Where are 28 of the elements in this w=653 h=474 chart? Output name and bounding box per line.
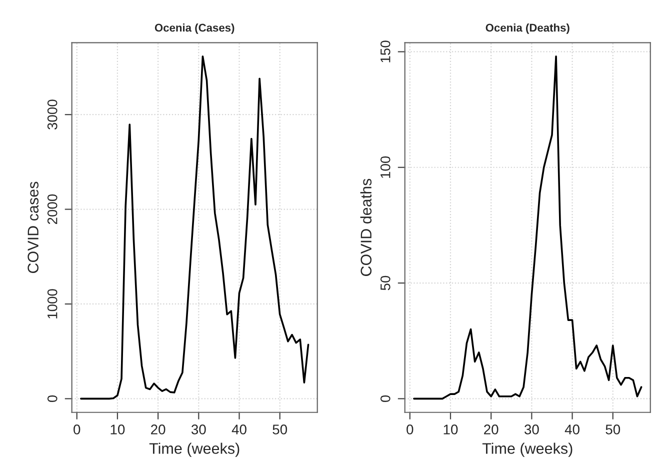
x-tick-label: 10: [110, 424, 125, 434]
line-series: [413, 55, 642, 400]
y-axis-title: COVID deaths: [360, 178, 372, 276]
y-tick-label: 1000: [47, 289, 58, 318]
y-axis-title: COVID cases: [28, 182, 38, 274]
y-tick-label: 50: [380, 276, 390, 290]
x-tick-label: 40: [564, 424, 580, 434]
x-tick-label: 20: [484, 424, 498, 434]
y-tick-label: 0: [47, 395, 58, 402]
x-tick-label: 20: [151, 424, 166, 434]
x-tick-label: 0: [406, 424, 414, 434]
y-tick-label: 0: [380, 395, 390, 402]
x-tick-label: 30: [524, 424, 539, 434]
x-tick-label: 50: [606, 424, 620, 434]
x-axis-title: Time (weeks): [482, 442, 572, 457]
x-tick-label: 10: [444, 424, 458, 434]
x-tick-label: 0: [74, 424, 80, 434]
x-tick-label: 30: [191, 424, 206, 434]
chart-title: Ocenia (Deaths): [486, 23, 570, 34]
y-tick-label: 3000: [47, 100, 58, 130]
x-tick-label: 40: [232, 424, 246, 434]
x-tick-label: 50: [272, 424, 288, 434]
chart-title: Ocenia (Cases): [154, 23, 234, 34]
y-tick-label: 2000: [47, 194, 58, 224]
y-tick-label: 150: [380, 40, 390, 62]
line-series: [80, 55, 310, 400]
x-axis-title: Time (weeks): [149, 442, 240, 457]
y-tick-label: 100: [380, 156, 390, 178]
